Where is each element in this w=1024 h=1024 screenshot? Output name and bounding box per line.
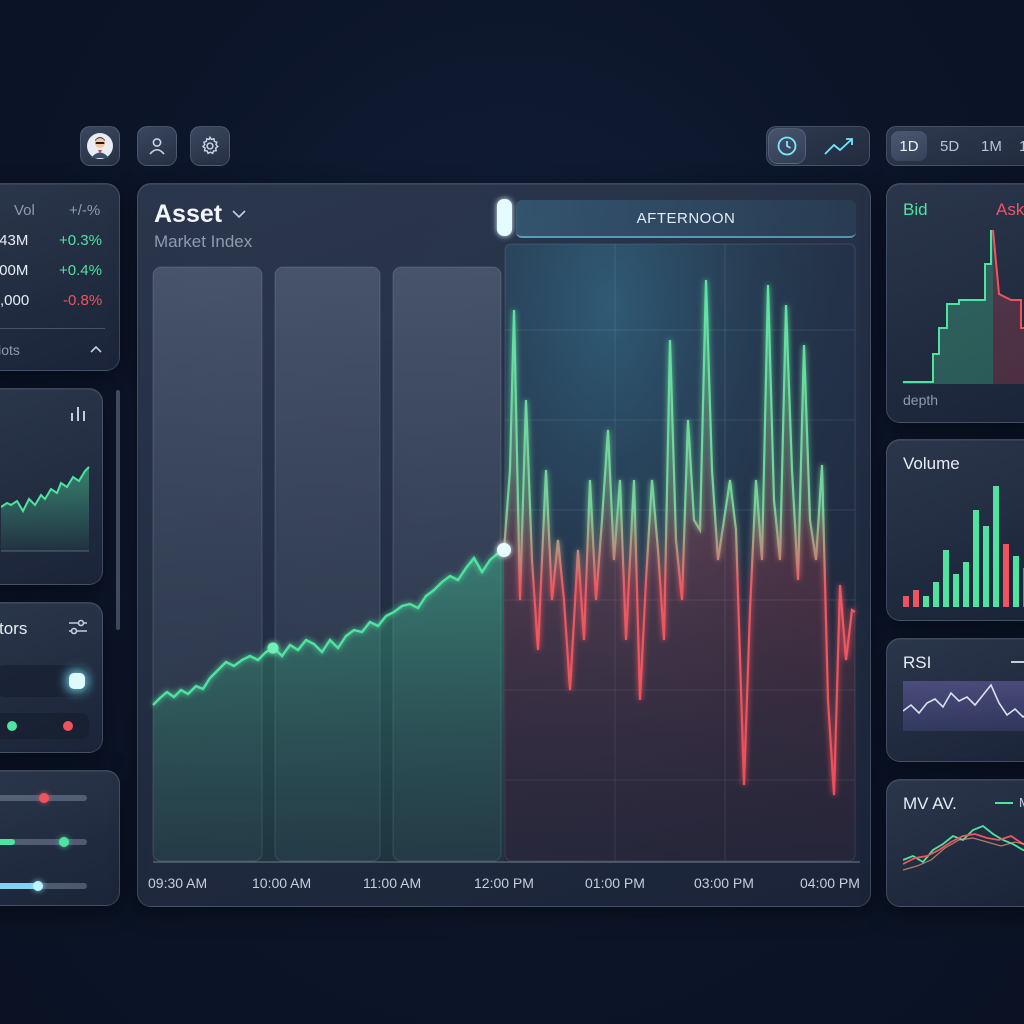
depth-panel: Bid Ask depth [886, 183, 1024, 423]
clock-button[interactable] [768, 128, 806, 164]
morning-price-line [152, 548, 505, 706]
time-label-0400: 04:00 PM [800, 875, 860, 891]
timeframe-1m[interactable]: 1M [981, 138, 1002, 155]
indicator-toggle-knob[interactable] [69, 673, 85, 689]
mini-chart-panel [0, 388, 103, 585]
rsi-line [903, 683, 1024, 719]
ticker-footer-label: iiots [0, 342, 20, 358]
time-label-1000: 10:00 AM [252, 875, 312, 891]
ticker-row-2-change: +0.4% [59, 262, 102, 279]
afternoon-price-line [502, 279, 856, 796]
sliders-icon[interactable] [67, 617, 89, 637]
mva-legend-swatch [995, 802, 1013, 804]
slider-3-track[interactable] [0, 883, 87, 889]
timeframe-5d[interactable]: 5D [940, 138, 960, 155]
sliders-panel [0, 770, 120, 906]
time-label-1200: 12:00 PM [474, 875, 534, 891]
price-marker[interactable] [267, 642, 279, 654]
slider-3-handle[interactable] [33, 881, 43, 891]
status-dot-green [7, 721, 17, 731]
mini-line-chart [1, 466, 90, 552]
depth-chart [903, 229, 1024, 384]
afternoon-area [504, 280, 855, 861]
profile-button[interactable] [137, 126, 177, 166]
rsi-menu-icon[interactable] [1011, 661, 1024, 663]
rsi-title: RSI [903, 653, 932, 672]
time-label-0100: 01:00 PM [585, 875, 645, 891]
left-scrollbar[interactable] [116, 390, 120, 630]
asset-title[interactable]: Asset [154, 200, 223, 228]
morning-area [153, 550, 504, 861]
timeframe-1d-label: 1D [899, 137, 919, 155]
asset-subtitle: Market Index [154, 232, 253, 251]
ticker-divider [0, 328, 105, 329]
timeframe-more[interactable]: 1 [1019, 138, 1024, 155]
mva-legend-label: M [1019, 795, 1024, 810]
crosshair-point[interactable] [497, 543, 511, 557]
slider-2-fill [0, 839, 15, 845]
slider-1-handle[interactable] [39, 793, 49, 803]
time-label-1100: 11:00 AM [363, 875, 422, 891]
mva-panel: MV AV. M [886, 779, 1024, 907]
avatar-button[interactable] [80, 126, 120, 166]
crosshair-handle[interactable] [497, 199, 512, 236]
chevron-up-icon[interactable] [89, 344, 103, 354]
rsi-band [903, 681, 1024, 731]
indicators-title: tors [0, 619, 28, 638]
ticker-row-3-change: -0.8% [63, 292, 103, 309]
depth-footer: depth [903, 392, 939, 408]
timeframe-1d[interactable]: 1D [891, 131, 927, 161]
user-avatar-icon [87, 133, 113, 159]
volume-title: Volume [903, 454, 960, 473]
indicators-panel: tors [0, 602, 103, 753]
trend-button[interactable] [816, 130, 864, 162]
status-dot-red [63, 721, 73, 731]
bid-label: Bid [903, 200, 928, 219]
ticker-row-1-change: +0.3% [59, 232, 102, 249]
ticker-row-2-vol: .00M [0, 262, 29, 279]
ticker-row-1-vol: .43M [0, 232, 29, 249]
time-label-0300: 03:00 PM [694, 875, 754, 891]
time-label-0930: 09:30 AM [148, 875, 208, 891]
volume-panel: Volume [886, 439, 1024, 621]
mva-title: MV AV. [903, 794, 957, 813]
ticker-panel: Vol +/-% .43M +0.3% .00M +0.4% ),000 -0.… [0, 183, 120, 371]
person-icon [149, 138, 165, 155]
slider-2-handle[interactable] [59, 837, 69, 847]
ask-label: Ask [996, 200, 1024, 219]
slider-3-fill [0, 883, 37, 889]
col-change-header: +/-% [69, 202, 101, 219]
session-label: AFTERNOON [636, 209, 736, 227]
trend-line-icon [824, 138, 853, 155]
gear-icon [201, 135, 219, 155]
col-vol-header: Vol [14, 202, 35, 219]
mva-chart [903, 824, 1024, 871]
bar-chart-icon[interactable] [69, 405, 87, 421]
slider-2-track[interactable] [0, 839, 87, 845]
session-banner: AFTERNOON [516, 200, 856, 238]
chevron-down-icon[interactable] [231, 208, 247, 220]
settings-button[interactable] [190, 126, 230, 166]
volume-bars [903, 486, 1024, 607]
clock-icon [777, 136, 797, 156]
ticker-row-3-vol: ),000 [0, 292, 30, 309]
rsi-panel: RSI [886, 638, 1024, 762]
